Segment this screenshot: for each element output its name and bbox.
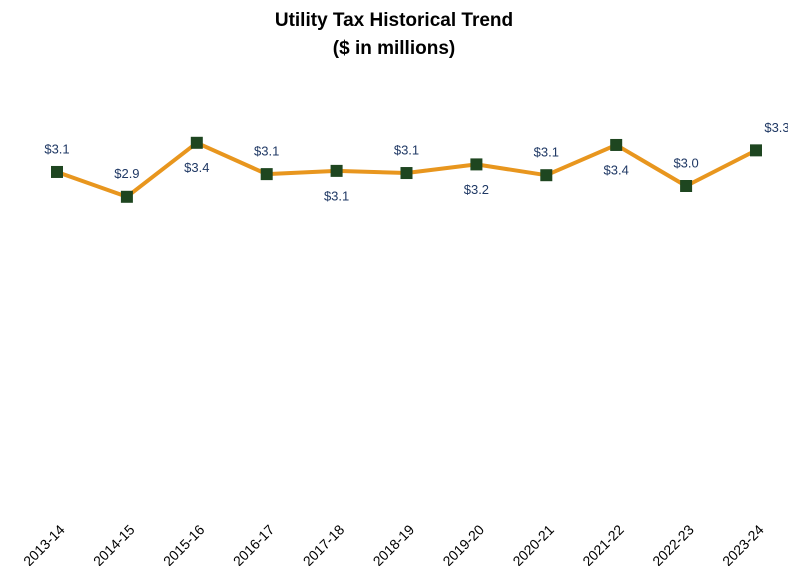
marker [750,144,762,157]
x-tick-label: 2015-16 [160,521,208,566]
value-label: $3.1 [394,142,419,157]
chart-title: Utility Tax Historical Trend [275,10,513,31]
marker [190,136,203,149]
x-tick-label: 2014-15 [90,521,138,566]
x-tick-label: 2021-22 [579,521,627,566]
value-label: $3.4 [604,162,629,177]
value-label: $3.3 [764,120,788,135]
marker [120,190,133,203]
marker [540,169,553,182]
value-label: $2.9 [114,166,139,181]
x-tick-label: 2016-17 [230,521,278,566]
x-tick-label: 2013-14 [20,521,68,566]
x-tick-label: 2020-21 [509,521,557,566]
value-label: $3.2 [464,182,489,197]
chart-subtitle: ($ in millions) [333,38,455,59]
value-label: $3.1 [44,141,69,156]
x-tick-label: 2023-24 [719,521,767,566]
x-tick-label: 2017-18 [300,521,348,566]
value-label: $3.1 [534,145,559,160]
marker [470,158,483,171]
x-tick-label: 2018-19 [370,521,418,566]
marker [330,164,343,177]
marker [260,168,273,181]
value-label: $3.4 [184,160,209,175]
value-label: $3.1 [324,188,349,203]
x-tick-label: 2019-20 [439,521,487,566]
marker [680,180,693,192]
marker [610,138,623,151]
value-label: $3.0 [673,155,698,170]
marker [400,167,413,180]
value-label: $3.1 [254,144,279,159]
x-tick-label: 2022-23 [649,521,697,566]
marker [51,165,63,178]
